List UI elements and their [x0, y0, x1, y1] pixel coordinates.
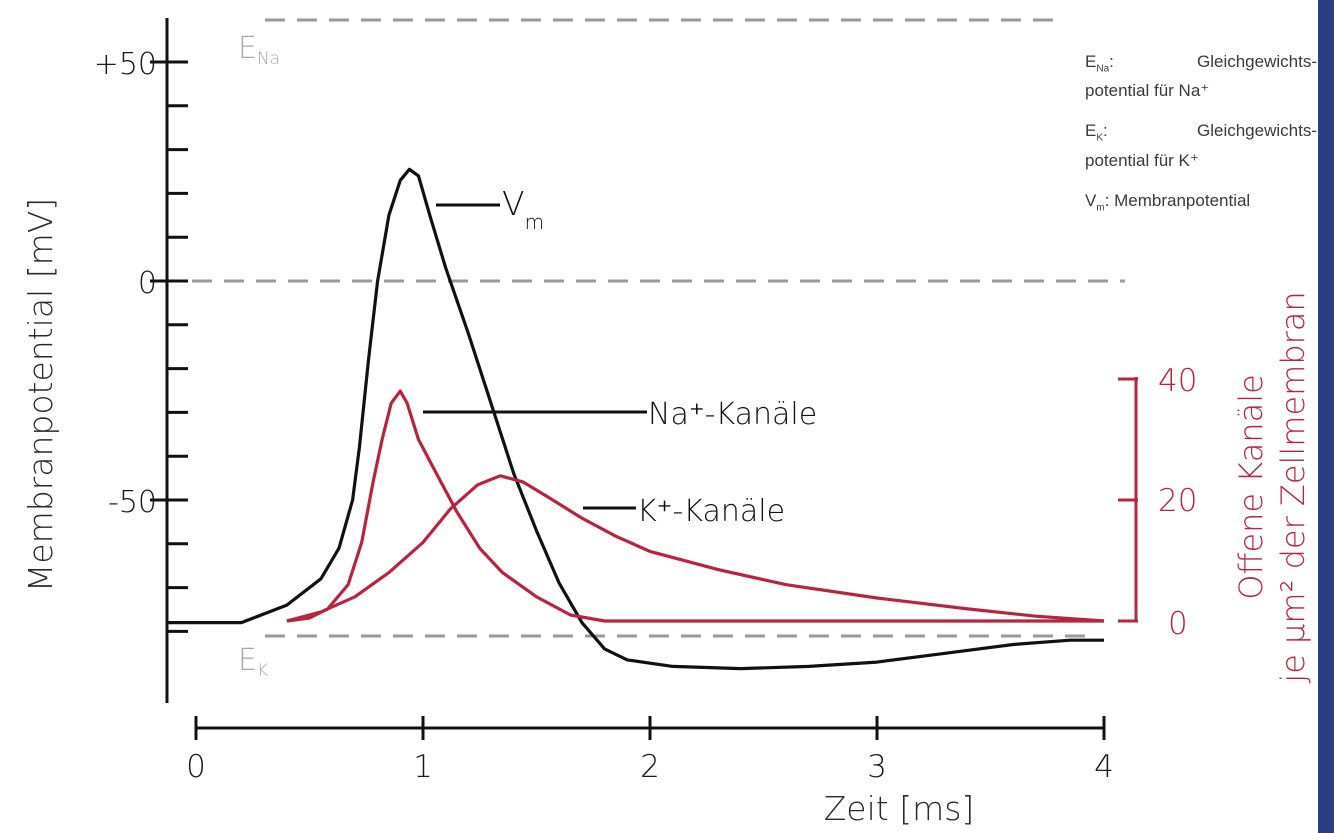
- ena-label: ENa: [238, 31, 280, 69]
- series-line-k-channels: [286, 474, 1105, 623]
- legend-ena-text2: potential für Na⁺: [1085, 81, 1210, 101]
- frame-edge-bar: [1318, 0, 1334, 833]
- series-label-k: K⁺-Kanäle: [637, 494, 785, 529]
- legend-ek-text1: Gleichgewichts-: [1197, 121, 1317, 141]
- y2-tick-label-40: 40: [1158, 363, 1197, 399]
- series-label-vm: Vm: [502, 184, 544, 234]
- legend-ek-symbol: EK:: [1085, 121, 1108, 144]
- legend: ENa: Gleichgewichts- potential für Na⁺ EK…: [1085, 51, 1317, 219]
- ek-label: EK: [238, 643, 268, 681]
- x-tick-label-2: 2: [640, 749, 660, 785]
- x-tick-label-4: 4: [1094, 749, 1114, 785]
- y-tick-label-minus50: -50: [108, 485, 157, 520]
- series-line-na-channels: [286, 389, 1104, 623]
- x-tick-label-1: 1: [413, 749, 433, 785]
- legend-vm-symbol: Vm: [1085, 190, 1105, 214]
- y-tick-label-0: 0: [138, 266, 157, 301]
- legend-ena-symbol: ENa:: [1085, 52, 1114, 75]
- y2-axis-label-line2: je µm² der Zellmembran: [1274, 291, 1312, 683]
- legend-vm: Vm: Membranpotential: [1085, 190, 1317, 219]
- y-tick-label-plus50: +50: [94, 47, 157, 82]
- x-tick-label-0: 0: [186, 749, 206, 785]
- y-axis-left-ticks: [150, 60, 188, 633]
- y-axis-right-ticks: [1118, 377, 1138, 623]
- y-axis-label: Membranpotential [mV]: [21, 198, 60, 592]
- y2-tick-label-20: 20: [1158, 483, 1197, 519]
- legend-ena: ENa: Gleichgewichts- potential für Na⁺: [1085, 51, 1317, 102]
- x-tick-label-3: 3: [867, 749, 887, 785]
- series-label-na: Na⁺-Kanäle: [648, 397, 817, 432]
- legend-ek-text2: potential für K⁺: [1085, 150, 1199, 170]
- legend-ena-text1: Gleichgewichts-: [1197, 52, 1317, 71]
- legend-vm-text: : Membranpotential: [1104, 190, 1251, 210]
- x-axis-ticks: [194, 716, 1106, 740]
- y2-axis-label-line1: Offene Kanäle: [1232, 374, 1270, 600]
- series-line-vm: [166, 167, 1104, 671]
- legend-ek: EK: Gleichgewichts- potential für K⁺: [1085, 120, 1317, 171]
- y2-tick-label-0: 0: [1168, 606, 1188, 642]
- x-axis-label: Zeit [ms]: [824, 789, 975, 828]
